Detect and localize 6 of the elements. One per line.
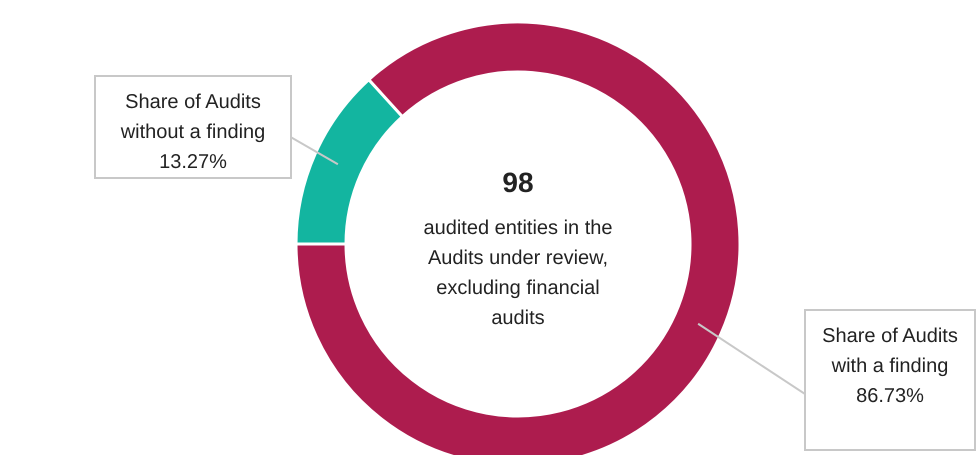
slice-label: Share of Audits with a finding [822, 325, 958, 377]
text: 98 [502, 167, 534, 198]
data-label: 86.73% [856, 385, 924, 407]
data-label: 13.27% [159, 151, 228, 173]
slice-label: Share of Audits without a finding [120, 91, 266, 143]
text: audited entities in the Audits under review, excluding financial audits [423, 217, 613, 329]
